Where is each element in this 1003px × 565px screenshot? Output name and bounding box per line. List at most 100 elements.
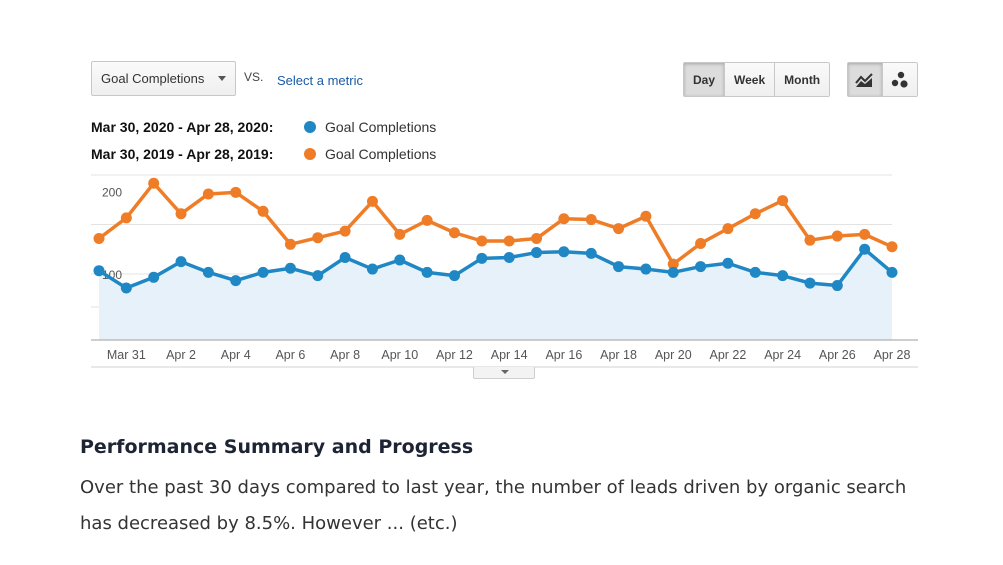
data-point xyxy=(421,266,433,278)
data-point xyxy=(804,277,816,289)
legend-series-name: Goal Completions xyxy=(325,146,437,162)
data-point xyxy=(202,188,214,200)
summary-text: Over the past 30 days compared to last y… xyxy=(80,477,907,534)
data-point xyxy=(640,210,652,222)
month-button[interactable]: Month xyxy=(775,63,830,96)
data-point xyxy=(202,266,214,278)
data-point xyxy=(421,214,433,226)
data-point xyxy=(257,266,269,278)
line-chart-icon xyxy=(855,72,873,87)
data-point xyxy=(394,254,406,266)
area-fill xyxy=(99,249,892,340)
data-point xyxy=(230,275,242,287)
data-point xyxy=(175,208,187,220)
chart-view-toggle xyxy=(847,62,918,97)
data-point xyxy=(886,241,898,253)
metric-select[interactable]: Goal Completions xyxy=(91,61,236,96)
line-chart-view-button[interactable] xyxy=(848,63,883,96)
vs-label: VS. xyxy=(244,70,264,84)
data-point xyxy=(831,280,843,292)
data-point xyxy=(640,263,652,275)
data-point xyxy=(120,212,132,224)
summary-title: Performance Summary and Progress xyxy=(80,436,474,458)
data-point xyxy=(722,257,734,269)
series-line xyxy=(97,181,893,266)
data-point xyxy=(448,270,460,282)
data-point xyxy=(284,262,296,274)
motion-chart-icon xyxy=(891,71,908,88)
data-point xyxy=(859,228,871,240)
line-chart: 100 200 Mar 31 Apr 2 Apr 4 Apr 6 Apr 8 Apr 10 Ap… xyxy=(91,174,918,368)
data-point xyxy=(284,238,296,250)
legend-dot xyxy=(304,121,316,133)
x-tick-label: Apr 28 xyxy=(874,348,911,362)
data-point xyxy=(503,252,515,263)
legend-entry-2019: Mar 30, 2019 - Apr 28, 2019: Goal Comple… xyxy=(91,146,436,162)
data-point xyxy=(613,223,625,235)
data-point xyxy=(695,261,707,273)
data-point xyxy=(749,266,761,278)
data-point xyxy=(886,266,898,278)
x-tick-label: Apr 6 xyxy=(275,348,305,362)
motion-chart-view-button[interactable] xyxy=(883,63,917,96)
data-point xyxy=(503,235,515,247)
x-tick-label: Apr 22 xyxy=(710,348,747,362)
data-point xyxy=(531,233,543,245)
y-tick-label: 100 xyxy=(102,268,122,282)
data-point xyxy=(831,230,843,242)
data-point xyxy=(777,270,789,282)
data-point xyxy=(93,265,105,277)
x-tick-label: Apr 26 xyxy=(819,348,856,362)
data-point xyxy=(667,266,679,278)
day-button[interactable]: Day xyxy=(684,63,726,96)
data-point xyxy=(339,225,351,237)
x-tick-label: Mar 31 xyxy=(107,348,146,362)
x-tick-label: Apr 16 xyxy=(545,348,582,362)
legend-range: Mar 30, 2019 - Apr 28, 2019: xyxy=(91,146,274,162)
data-point xyxy=(859,243,871,255)
chevron-down-icon xyxy=(501,370,509,374)
data-point xyxy=(695,237,707,249)
x-tick-label: Apr 14 xyxy=(491,348,528,362)
data-point xyxy=(804,234,816,246)
data-point xyxy=(120,282,132,294)
data-point xyxy=(585,247,597,259)
metric-select-label: Goal Completions xyxy=(101,71,205,86)
data-point xyxy=(175,256,187,268)
x-tick-label: Apr 24 xyxy=(764,348,801,362)
data-point xyxy=(476,235,488,247)
x-tick-label: Apr 12 xyxy=(436,348,473,362)
data-point xyxy=(667,258,679,270)
data-point xyxy=(366,263,378,275)
legend-entry-2020: Mar 30, 2020 - Apr 28, 2020: Goal Comple… xyxy=(91,119,436,135)
legend-dot xyxy=(304,148,316,160)
data-point xyxy=(613,261,625,273)
data-point xyxy=(366,195,378,207)
legend-series-name: Goal Completions xyxy=(325,119,437,135)
data-point xyxy=(312,232,324,244)
chevron-down-icon xyxy=(218,76,226,81)
x-tick-label: Apr 4 xyxy=(221,348,251,362)
x-tick-label: Apr 8 xyxy=(330,348,360,362)
data-point xyxy=(558,213,570,225)
data-point xyxy=(394,228,406,240)
data-point xyxy=(339,252,351,263)
data-point xyxy=(148,271,160,283)
x-tick-label: Apr 2 xyxy=(166,348,196,362)
x-tick-label: Apr 10 xyxy=(381,348,418,362)
y-tick-label: 200 xyxy=(102,186,122,200)
data-point xyxy=(312,270,324,282)
legend-range: Mar 30, 2020 - Apr 28, 2020: xyxy=(91,119,274,135)
x-tick-label: Apr 20 xyxy=(655,348,692,362)
week-button[interactable]: Week xyxy=(725,63,776,96)
data-point xyxy=(749,208,761,220)
data-point xyxy=(531,247,543,259)
data-point xyxy=(257,205,269,217)
period-toggle: Day Week Month xyxy=(683,62,831,97)
chart-collapse-tab[interactable] xyxy=(473,367,535,379)
data-point xyxy=(777,195,789,207)
data-point xyxy=(722,223,734,235)
select-metric-link[interactable]: Select a metric xyxy=(277,73,363,88)
data-point xyxy=(585,214,597,226)
data-point xyxy=(476,252,488,264)
